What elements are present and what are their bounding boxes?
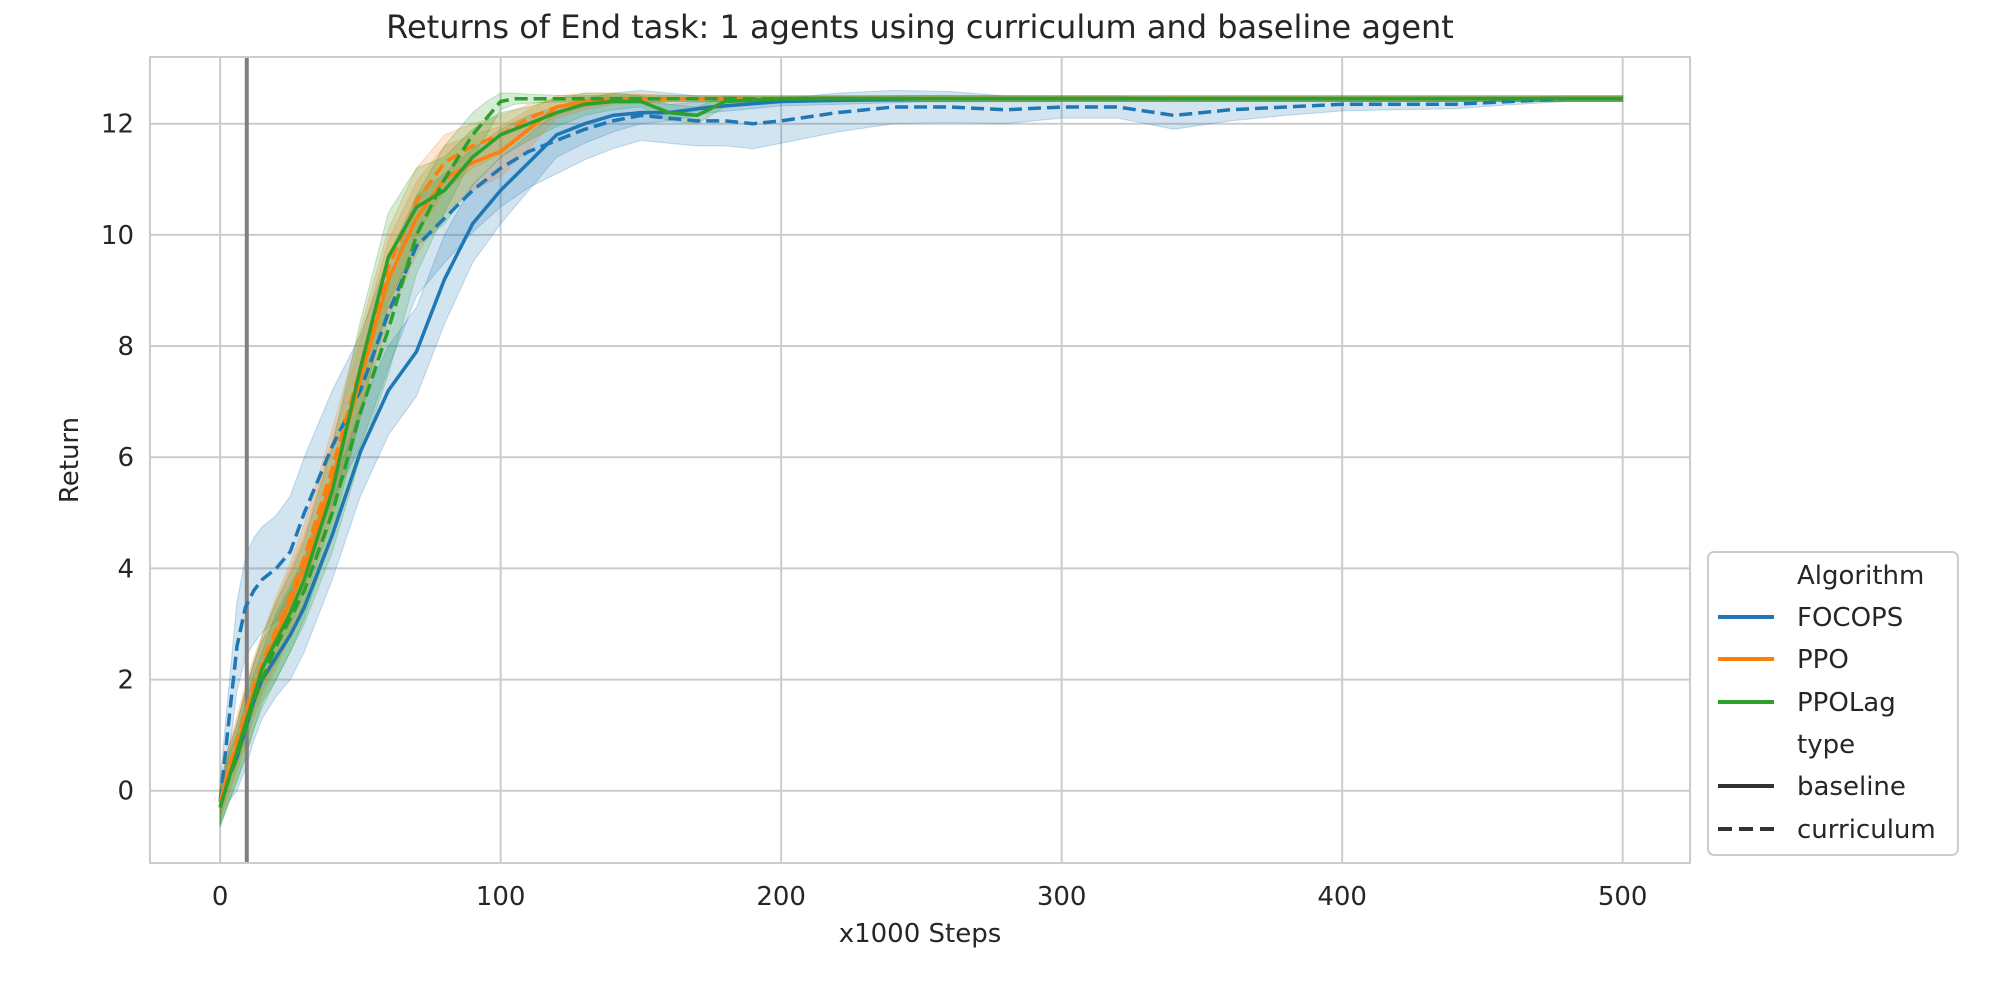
y-tick-label: 0 <box>117 777 134 807</box>
band-focops-baseline <box>219 94 1624 828</box>
legend-label-focops: FOCOPS <box>1797 603 1903 633</box>
x-tick-label: 0 <box>212 882 229 912</box>
x-tick-label: 500 <box>1598 882 1648 912</box>
x-tick-label: 400 <box>1317 882 1367 912</box>
y-tick-label: 8 <box>117 332 134 362</box>
series-lines <box>218 96 1623 808</box>
legend-label-ppo: PPO <box>1797 645 1849 675</box>
band-ppo-baseline <box>219 92 1624 819</box>
x-tick-label: 300 <box>1037 882 1087 912</box>
line-ppolag-curriculum <box>218 96 1623 808</box>
y-tick-label: 2 <box>117 666 134 696</box>
y-tick-label: 6 <box>117 443 134 473</box>
plot-frame <box>149 56 1691 864</box>
y-axis-label: Return <box>55 417 85 503</box>
band-ppolag-baseline <box>219 92 1624 828</box>
legend-title-type: type <box>1797 730 1855 760</box>
x-axis-label: x1000 Steps <box>839 919 1002 949</box>
tick-labels: 0 100 200 300 400 500 0 2 4 6 8 10 12 <box>101 110 1648 912</box>
grid <box>150 57 1690 863</box>
band-ppolag-curriculum <box>219 92 1624 825</box>
x-tick-label: 200 <box>756 882 806 912</box>
x-tick-label: 100 <box>476 882 526 912</box>
legend: Algorithm FOCOPS PPO PPOLag type baselin… <box>1707 551 1959 856</box>
legend-title-algorithm: Algorithm <box>1797 561 1924 591</box>
y-tick-label: 10 <box>101 221 134 251</box>
y-tick-label: 4 <box>117 554 134 584</box>
legend-label-baseline: baseline <box>1797 772 1906 802</box>
line-focops-curriculum <box>218 96 1623 803</box>
legend-box <box>1707 551 1959 856</box>
y-tick-label: 12 <box>101 110 134 140</box>
chart-title: Returns of End task: 1 agents using curr… <box>386 8 1454 46</box>
band-ppo-curriculum <box>219 93 1624 819</box>
band-focops-curriculum <box>219 89 1624 825</box>
legend-label-curriculum: curriculum <box>1797 815 1936 845</box>
legend-label-ppolag: PPOLag <box>1797 688 1896 718</box>
